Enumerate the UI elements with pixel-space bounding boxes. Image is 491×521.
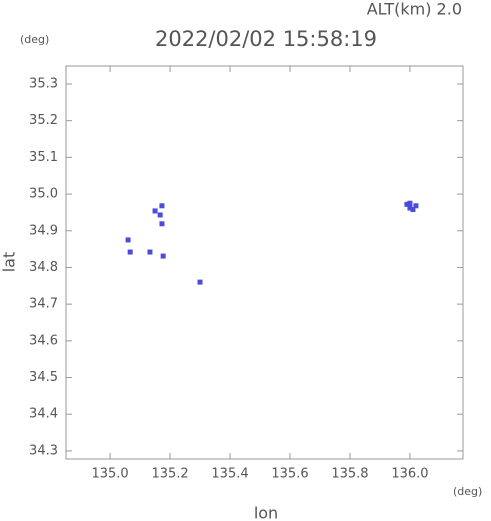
- y-tick-label: 34.6: [29, 333, 58, 348]
- echo-point: [413, 203, 419, 209]
- y-tick-label: 34.8: [29, 260, 58, 275]
- echo-point: [410, 206, 416, 212]
- echo-point: [407, 205, 413, 211]
- echo-point: [159, 221, 165, 227]
- y-tick-label: 34.4: [29, 407, 58, 422]
- x-tick-label: 135.4: [211, 467, 248, 482]
- y-tick-label: 35.2: [29, 113, 58, 128]
- echo-point: [404, 201, 410, 207]
- chart-title: 2022/02/02 15:58:19: [155, 27, 377, 51]
- echo-point: [125, 237, 131, 243]
- x-tick-label: 135.0: [91, 467, 128, 482]
- echo-point: [407, 200, 413, 206]
- echo-point: [157, 212, 163, 218]
- plot-frame: [65, 65, 464, 460]
- x-unit: (deg): [453, 485, 482, 498]
- x-tick-label: 135.6: [271, 467, 308, 482]
- x-tick-label: 136.0: [391, 467, 428, 482]
- echo-point: [197, 279, 203, 285]
- y-axis-label: lat: [0, 252, 19, 273]
- y-tick-label: 35.1: [29, 150, 58, 165]
- y-tick-label: 34.7: [29, 297, 58, 312]
- x-axis-label: lon: [254, 504, 278, 521]
- x-tick-label: 135.8: [331, 467, 368, 482]
- echo-point: [127, 249, 133, 255]
- x-tick-label: 135.2: [151, 467, 188, 482]
- chart-subtitle: ALT(km) 2.0: [367, 0, 462, 19]
- y-tick-label: 35.3: [29, 76, 58, 91]
- echo-point: [152, 208, 158, 214]
- y-tick-label: 35.0: [29, 187, 58, 202]
- y-unit: (deg): [20, 33, 49, 46]
- y-tick-label: 34.9: [29, 223, 58, 238]
- echo-point: [147, 249, 153, 255]
- echo-point: [159, 203, 165, 209]
- y-tick-label: 34.3: [29, 443, 58, 458]
- echo-point: [160, 253, 166, 259]
- y-tick-label: 34.5: [29, 370, 58, 385]
